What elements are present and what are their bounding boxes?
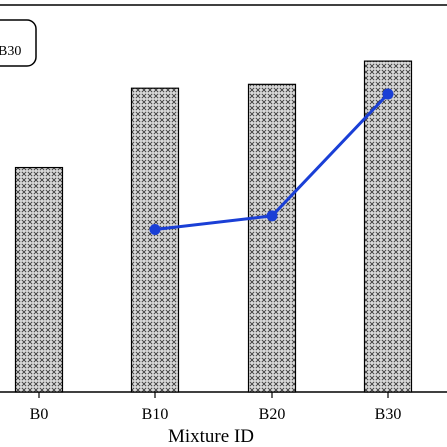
legend-label: B30 <box>0 44 21 59</box>
line-series-group <box>149 88 394 235</box>
bars-group <box>14 60 413 393</box>
x-tick-label-b10: B10 <box>142 406 169 423</box>
line-point-b20 <box>266 210 278 222</box>
x-tick-label-b0: B0 <box>30 406 49 423</box>
line-point-b10 <box>149 223 161 235</box>
x-tick-label-b30: B30 <box>375 406 402 423</box>
line-point-b30 <box>382 88 394 100</box>
x-ticks-group: B0 B10 B20 B30 <box>30 392 402 423</box>
x-axis-title: Mixture ID <box>168 426 254 447</box>
bar-b30 <box>363 60 413 393</box>
x-tick-label-b20: B20 <box>259 406 286 423</box>
bar-b20 <box>247 83 297 393</box>
legend-frame <box>0 19 37 67</box>
legend-box: B30 <box>0 19 37 67</box>
bar-b0 <box>14 166 64 393</box>
bar-b10 <box>130 87 180 393</box>
